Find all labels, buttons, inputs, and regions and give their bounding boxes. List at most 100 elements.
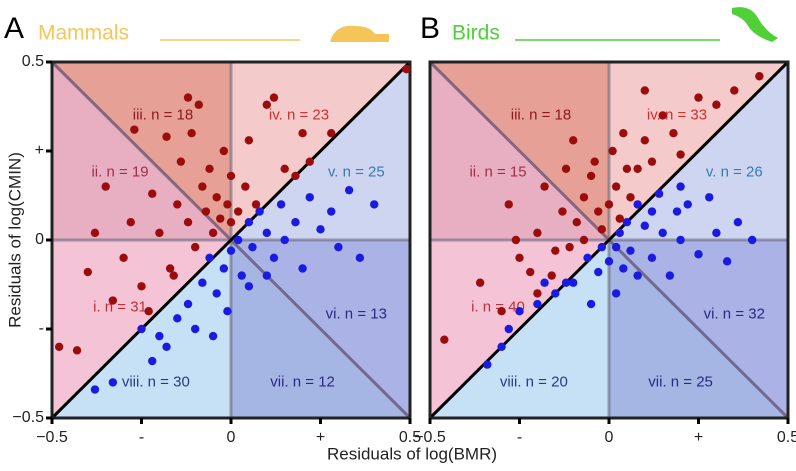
point [248,242,257,252]
point [647,253,657,262]
region-label: iii. n = 18 [511,106,571,123]
point [633,271,642,280]
region-label: viii. n = 20 [500,373,568,390]
panel-letter: A [4,12,24,45]
point [101,182,110,191]
point [298,129,307,138]
point [665,271,675,280]
point [162,342,171,351]
point [654,189,664,198]
point [173,200,182,209]
point [130,125,139,134]
point [551,246,560,255]
point [533,299,542,309]
point [198,182,207,191]
point [547,271,556,280]
point [694,93,703,102]
point [515,253,524,262]
point [194,100,203,109]
point [280,235,289,245]
point [676,182,685,191]
point [262,228,271,238]
point [176,157,186,166]
point [205,253,214,262]
point [244,136,254,145]
point [633,200,642,209]
region-label: i. n = 40 [471,299,525,316]
point [640,221,649,230]
point [683,200,692,209]
point [208,228,218,238]
point [137,324,146,334]
point [619,264,628,273]
point [626,246,635,255]
point [155,331,164,341]
point [722,257,732,266]
point [191,242,200,252]
point [237,271,246,280]
x-tick-label: + [694,429,703,446]
point [205,164,214,173]
y-axis-label: Residuals of log(CMIN) [5,152,24,328]
panel-title: Birds [452,22,500,45]
region-label: ii. n = 19 [91,163,148,180]
point [219,264,229,273]
region-label: vii. n = 25 [648,373,713,390]
point [615,228,624,238]
point [183,218,193,227]
point [90,385,100,394]
point [148,356,157,366]
point [590,157,599,166]
point [255,207,264,216]
point [198,278,207,287]
point [226,246,236,255]
point [440,335,449,344]
point [604,257,614,266]
point [526,267,535,277]
point [622,164,632,173]
point [233,235,243,245]
point [251,200,261,209]
point [640,136,649,145]
point [705,193,714,202]
region-label: iv. n = 23 [269,106,329,123]
point [669,129,678,138]
point [187,129,196,138]
point [262,100,271,109]
point [497,342,506,351]
point [569,136,578,145]
y-tick-label: 0.5 [22,53,44,70]
region-label: vi. n = 13 [326,306,387,323]
point [241,182,250,191]
x-tick-label: −0.5 [414,429,446,446]
point [572,218,581,227]
mammal-icon [330,25,389,42]
point [569,278,578,287]
panel-title: Mammals [38,22,129,45]
point [223,200,232,209]
x-tick-label: - [517,429,522,446]
point [561,164,571,173]
point [226,171,236,181]
point [208,331,218,341]
point [108,378,118,387]
y-tick-label: + [35,142,44,159]
point [126,218,135,227]
point [672,207,682,216]
point [165,264,175,273]
point [594,207,603,216]
point [694,250,703,259]
point [658,228,667,238]
point [298,264,307,273]
x-tick-label: 0 [227,429,236,446]
region-label: iv. n = 33 [647,106,707,123]
point [291,171,300,181]
region-label: vi. n = 32 [704,306,765,323]
point [262,271,271,280]
point [212,289,221,298]
point [579,235,589,245]
point [561,278,571,287]
point [533,289,542,298]
point [334,242,343,252]
y-tick-label: −0.5 [12,409,44,426]
